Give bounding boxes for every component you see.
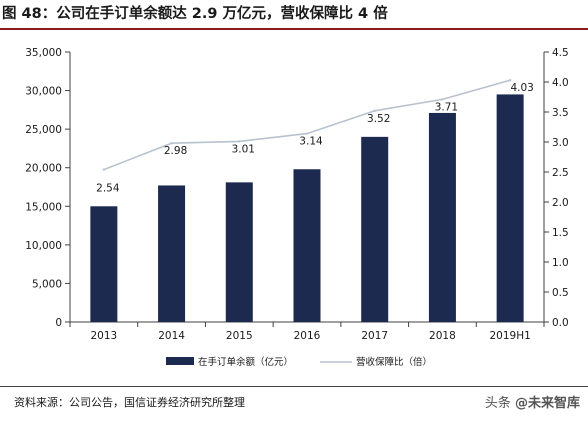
left-tick-label: 15,000 (25, 201, 62, 213)
bar (428, 112, 456, 322)
left-tick-label: 35,000 (25, 47, 62, 59)
bar (293, 169, 321, 322)
line-data-label: 2.54 (96, 183, 120, 195)
line-point (238, 140, 241, 143)
bar (158, 185, 186, 322)
x-tick-label: 2016 (294, 330, 321, 342)
left-tick-label: 0 (55, 317, 62, 329)
right-tick-label: 4.5 (552, 47, 569, 59)
right-tick-label: 1.0 (552, 257, 569, 269)
right-tick-label: 1.5 (552, 227, 569, 239)
source-note: 资料来源：公司公告，国信证券经济研究所整理 (14, 396, 245, 409)
x-tick-label: 2017 (361, 330, 388, 342)
x-tick-label: 2018 (429, 330, 456, 342)
bar-line-chart: 0 5,000 10,000 15,000 20,000 25,000 30,000 35,0… (25, 47, 569, 368)
line-point (305, 132, 309, 135)
x-tick-label: 2015 (226, 330, 253, 342)
right-tick-label: 4.0 (552, 77, 569, 89)
line-data-label: 3.52 (367, 113, 390, 125)
line-series: 2.54 2.98 3.01 3.14 3.52 3.71 4.03 (96, 79, 534, 195)
line-point (508, 79, 512, 82)
legend: 在手订单余额（亿元） 营收保障比（倍） (166, 356, 432, 368)
bar (90, 206, 118, 322)
right-tick-label: 0.5 (552, 287, 569, 299)
left-tick-label: 20,000 (25, 163, 62, 175)
bar (496, 94, 524, 322)
x-tick-label: 2019H1 (489, 330, 530, 342)
bar (225, 182, 253, 322)
legend-label-bar: 在手订单余额（亿元） (198, 356, 293, 368)
left-axis: 0 5,000 10,000 15,000 20,000 25,000 30,000 35,0… (25, 47, 71, 329)
legend-swatch-bar (166, 357, 194, 365)
right-tick-label: 3.0 (552, 137, 569, 149)
right-tick-label: 2.0 (552, 197, 569, 209)
legend-label-line: 营收保障比（倍） (356, 356, 432, 368)
line-data-label: 3.01 (232, 143, 255, 155)
figure-title: 图 48：公司在手订单余额达 2.9 万亿元，营收保障比 4 倍 (2, 6, 388, 22)
line-data-label: 2.98 (164, 145, 187, 157)
right-tick-label: 2.5 (552, 167, 569, 179)
line-point (441, 98, 444, 101)
line-data-label: 3.71 (435, 101, 458, 113)
line-data-label: 3.14 (299, 136, 323, 148)
x-axis: 2013 2014 2015 2016 2017 2018 2019H1 (69, 321, 545, 342)
x-tick-label: 2013 (90, 330, 117, 342)
bar-series (90, 94, 524, 322)
left-tick-label: 5,000 (32, 278, 62, 290)
title-rule (0, 28, 588, 30)
watermark: 头条 @未来智库 (485, 392, 580, 411)
bottom-rule (0, 386, 588, 387)
left-tick-label: 10,000 (25, 240, 62, 252)
line-data-label: 4.03 (510, 82, 533, 94)
right-tick-label: 0.0 (552, 317, 569, 329)
x-tick-label: 2014 (158, 330, 185, 342)
right-axis: 0.0 0.5 1.0 1.5 2.0 2.5 3.0 3.5 4.0 4.5 (543, 47, 569, 329)
line-point (373, 109, 376, 113)
left-tick-label: 25,000 (25, 124, 62, 136)
watermark-prefix: 头条 (484, 396, 511, 411)
line-point (102, 168, 106, 171)
left-tick-label: 30,000 (25, 86, 62, 98)
watermark-brand: @未来智库 (514, 396, 580, 411)
bar (361, 136, 389, 322)
line-point (170, 142, 173, 145)
right-tick-label: 3.5 (552, 107, 569, 119)
